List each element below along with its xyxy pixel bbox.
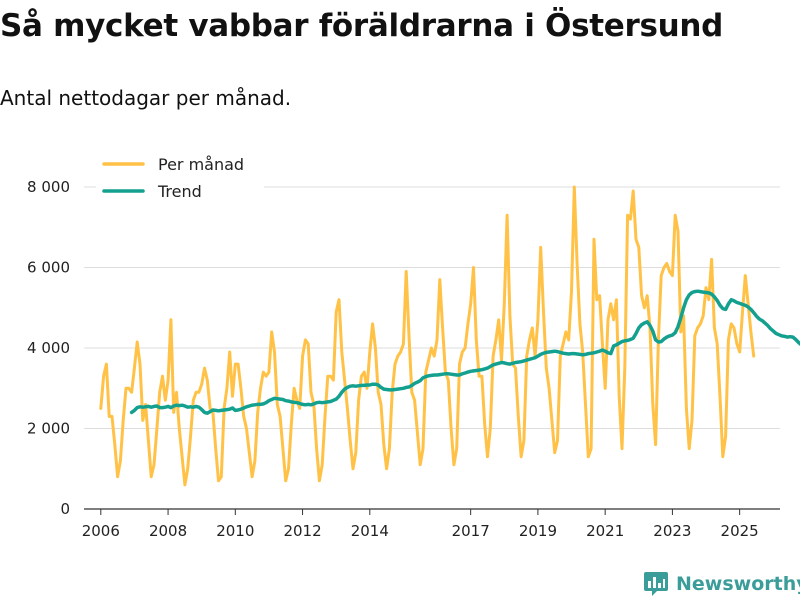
page-title: Så mycket vabbar föräldrarna i Östersund bbox=[0, 8, 724, 44]
x-tick-label: 2021 bbox=[586, 522, 624, 540]
y-axis-labels: 0 2 000 4 000 6 000 8 000 bbox=[27, 178, 70, 518]
y-tick-label: 6 000 bbox=[27, 259, 70, 277]
page-subtitle: Antal nettodagar per månad. bbox=[0, 86, 292, 110]
series-line-monthly bbox=[99, 185, 756, 487]
series-lines bbox=[99, 185, 800, 487]
series-line-trend bbox=[129, 289, 800, 415]
x-tick-label: 2012 bbox=[283, 522, 321, 540]
x-tick-label: 2006 bbox=[82, 522, 120, 540]
x-tick-label: 2010 bbox=[216, 522, 254, 540]
x-tick-label: 2023 bbox=[653, 522, 691, 540]
x-axis: 2006 2008 2010 2012 2014 2017 2019 2021 2023 2025 bbox=[82, 508, 780, 540]
x-tick-label: 2014 bbox=[351, 522, 389, 540]
y-tick-label: 0 bbox=[60, 500, 70, 518]
legend: Per månad Trend bbox=[96, 150, 264, 210]
x-tick-label: 2017 bbox=[452, 522, 490, 540]
bar-chart-logo-icon bbox=[644, 572, 668, 596]
legend-background bbox=[96, 150, 264, 210]
legend-label-monthly: Per månad bbox=[158, 155, 244, 174]
y-tick-label: 8 000 bbox=[27, 178, 70, 196]
y-tick-label: 2 000 bbox=[27, 420, 70, 438]
newsworthy-logo: Newsworthy bbox=[644, 569, 800, 599]
x-tick-label: 2025 bbox=[721, 522, 759, 540]
brand-name: Newsworthy bbox=[676, 573, 800, 595]
y-tick-label: 4 000 bbox=[27, 339, 70, 357]
x-tick-label: 2008 bbox=[149, 522, 187, 540]
x-tick-label: 2019 bbox=[519, 522, 557, 540]
legend-label-trend: Trend bbox=[157, 182, 202, 201]
